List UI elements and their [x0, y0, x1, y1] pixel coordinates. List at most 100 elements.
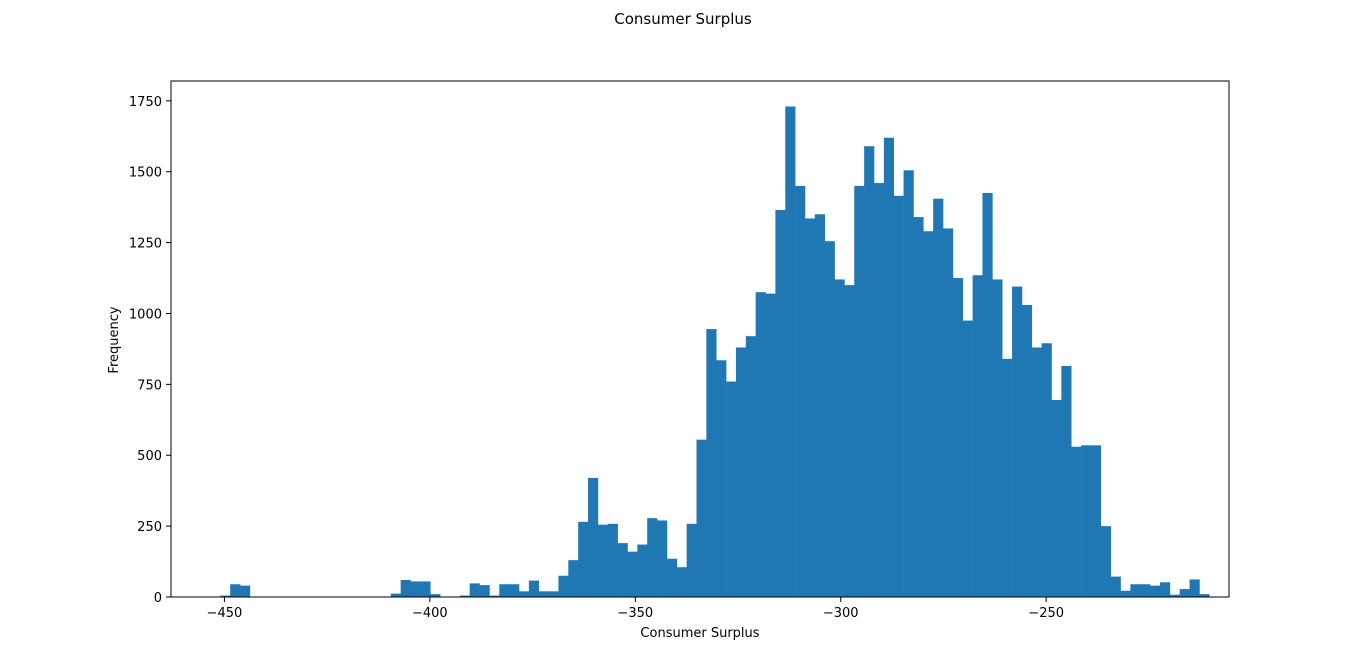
y-tick-label: 0 [154, 591, 162, 606]
histogram-bar [755, 292, 766, 597]
histogram-bar [390, 593, 401, 597]
histogram-bar [716, 360, 727, 597]
histogram-bar [469, 583, 480, 597]
histogram-bar [420, 581, 431, 597]
y-tick-label: 250 [137, 520, 162, 535]
histogram-bar [706, 329, 717, 597]
histogram-bar [982, 192, 993, 598]
histogram-bar [519, 591, 530, 597]
histogram-bar [883, 137, 895, 597]
x-axis-ticks: −450 −400 −350 −300 −250 [207, 597, 1064, 621]
histogram-bar [1051, 399, 1062, 597]
histogram-bar [943, 228, 954, 597]
histogram-bar [765, 293, 776, 597]
histogram-bar [1140, 584, 1151, 597]
histogram-bar [400, 579, 411, 597]
histogram-bar [647, 518, 658, 597]
y-tick-label: 1500 [129, 166, 162, 181]
histogram-bar [1120, 590, 1131, 597]
y-axis-label: Frequency [107, 306, 122, 373]
histogram-bar [804, 218, 816, 597]
histogram-bar [785, 106, 796, 598]
histogram-bar [1159, 582, 1171, 597]
histogram-bar [893, 195, 904, 597]
x-tick-label: −250 [1028, 606, 1064, 621]
x-tick-label: −300 [823, 606, 859, 621]
histogram-bar [1110, 576, 1121, 597]
histogram-bar [1179, 589, 1190, 597]
histogram-bar [913, 217, 924, 597]
histogram-bar [972, 275, 983, 597]
histogram-bar [824, 241, 835, 597]
histogram-bar [814, 214, 825, 597]
histogram-bar [410, 581, 421, 597]
histogram-bar [864, 146, 875, 597]
histogram-bar [509, 584, 520, 597]
histogram-bar [854, 185, 865, 597]
y-tick-label: 1750 [129, 95, 162, 110]
histogram-bar [617, 543, 628, 597]
axes-frame [170, 80, 1230, 598]
histogram-bar [795, 185, 806, 597]
histogram-bar [676, 567, 687, 597]
histogram-bar [1130, 584, 1141, 597]
histogram-bar [686, 523, 697, 597]
histogram-bar [834, 279, 845, 597]
histogram-bar [1090, 445, 1102, 597]
histogram-bars [220, 106, 1210, 598]
histogram-bar [607, 523, 618, 597]
histogram-bar [1021, 304, 1033, 597]
histogram-bar [1100, 526, 1111, 597]
histogram-bar [952, 278, 964, 597]
histogram-bar [1002, 358, 1013, 597]
histogram-bar [745, 336, 756, 597]
histogram-bar [657, 520, 668, 597]
histogram-bar [666, 558, 678, 597]
histogram-bar [992, 279, 1003, 597]
histogram-bar [903, 170, 914, 597]
y-tick-label: 1000 [129, 307, 162, 322]
histogram-bar [568, 560, 579, 597]
histogram-bar [1031, 347, 1042, 597]
histogram-bar [230, 584, 241, 597]
histogram-bar [538, 591, 549, 597]
histogram-bar [962, 320, 973, 597]
histogram-bar [240, 585, 251, 597]
histogram-bar [220, 595, 231, 597]
histogram-bar [933, 198, 944, 597]
histogram-bar [489, 595, 500, 597]
histogram-bar [1061, 365, 1072, 597]
y-tick-label: 750 [137, 378, 162, 393]
histogram-bar [923, 231, 934, 597]
histogram-bar [1071, 446, 1082, 597]
y-tick-label: 500 [137, 449, 162, 464]
x-tick-label: −400 [412, 606, 448, 621]
histogram-bar [1199, 594, 1210, 597]
histogram-bar [1169, 594, 1180, 597]
histogram-bar [459, 595, 470, 597]
histogram-bar [1012, 286, 1023, 597]
histogram-bar [637, 544, 648, 597]
histogram-bar [528, 580, 540, 597]
chart-title: Consumer Surplus [614, 10, 752, 28]
histogram-bar [430, 594, 441, 597]
histogram-bar [726, 381, 737, 597]
histogram-bar [479, 585, 490, 597]
histogram-bar [844, 285, 855, 597]
x-axis-label: Consumer Surplus [640, 626, 759, 641]
histogram-bar [588, 477, 599, 597]
histogram-bar [874, 183, 885, 597]
histogram-bar [499, 584, 510, 597]
histogram-bar [775, 210, 786, 597]
histogram-bar [735, 347, 747, 597]
histogram-bar [1081, 445, 1092, 597]
histogram-bar [558, 575, 569, 597]
histogram-bar [548, 591, 559, 597]
histogram-bar [696, 439, 707, 597]
y-tick-label: 1250 [129, 237, 162, 252]
histogram-bar [1041, 343, 1052, 597]
x-tick-label: −350 [617, 606, 653, 621]
histogram-bar [1150, 585, 1161, 597]
y-axis-ticks: 0 250 500 750 1000 1250 1500 1750 [129, 95, 171, 606]
